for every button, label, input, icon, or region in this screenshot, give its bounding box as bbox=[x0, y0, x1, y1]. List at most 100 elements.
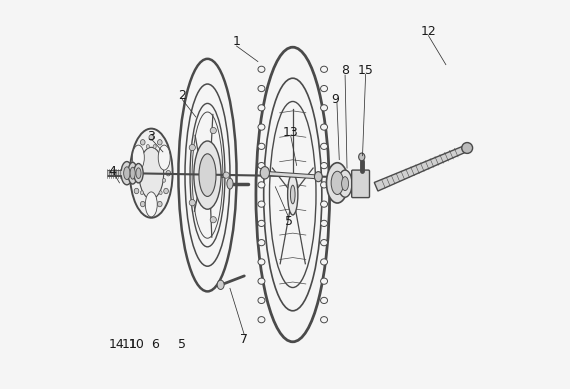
Text: 2: 2 bbox=[178, 89, 186, 102]
Ellipse shape bbox=[258, 220, 265, 226]
Ellipse shape bbox=[164, 188, 168, 194]
Ellipse shape bbox=[158, 145, 170, 170]
Ellipse shape bbox=[140, 152, 144, 156]
Ellipse shape bbox=[134, 152, 139, 158]
Ellipse shape bbox=[149, 206, 153, 212]
Ellipse shape bbox=[162, 179, 166, 182]
Ellipse shape bbox=[258, 278, 265, 284]
Ellipse shape bbox=[134, 188, 139, 194]
Ellipse shape bbox=[320, 163, 328, 169]
Ellipse shape bbox=[159, 191, 162, 194]
Ellipse shape bbox=[258, 201, 265, 207]
Ellipse shape bbox=[260, 166, 270, 179]
Ellipse shape bbox=[162, 164, 166, 168]
Ellipse shape bbox=[157, 140, 162, 145]
Ellipse shape bbox=[320, 105, 328, 111]
Text: 6: 6 bbox=[151, 338, 159, 351]
Text: 5: 5 bbox=[285, 215, 293, 228]
Ellipse shape bbox=[359, 153, 365, 161]
Ellipse shape bbox=[331, 171, 344, 194]
Ellipse shape bbox=[258, 259, 265, 265]
Ellipse shape bbox=[146, 198, 149, 202]
Ellipse shape bbox=[132, 145, 144, 170]
Ellipse shape bbox=[320, 259, 328, 265]
Ellipse shape bbox=[136, 168, 141, 179]
Ellipse shape bbox=[153, 198, 156, 202]
Ellipse shape bbox=[258, 143, 265, 149]
Circle shape bbox=[189, 144, 196, 151]
Ellipse shape bbox=[130, 129, 173, 218]
Ellipse shape bbox=[164, 152, 168, 158]
Text: 15: 15 bbox=[358, 64, 373, 77]
Polygon shape bbox=[374, 145, 469, 191]
Ellipse shape bbox=[320, 240, 328, 246]
Ellipse shape bbox=[153, 145, 156, 149]
Circle shape bbox=[210, 128, 217, 133]
Text: 4: 4 bbox=[108, 165, 116, 178]
Ellipse shape bbox=[341, 177, 349, 191]
Ellipse shape bbox=[291, 185, 295, 204]
Ellipse shape bbox=[258, 297, 265, 303]
Ellipse shape bbox=[137, 164, 140, 168]
Ellipse shape bbox=[288, 174, 298, 215]
Circle shape bbox=[189, 200, 196, 206]
Ellipse shape bbox=[128, 162, 137, 184]
Ellipse shape bbox=[140, 202, 145, 207]
Ellipse shape bbox=[258, 66, 265, 72]
Ellipse shape bbox=[338, 170, 352, 197]
Text: 3: 3 bbox=[147, 130, 155, 143]
Text: 11: 11 bbox=[121, 338, 137, 351]
Text: 13: 13 bbox=[283, 126, 299, 139]
Circle shape bbox=[223, 172, 229, 178]
Ellipse shape bbox=[134, 163, 143, 183]
Text: 7: 7 bbox=[241, 333, 249, 346]
Ellipse shape bbox=[258, 105, 265, 111]
Ellipse shape bbox=[320, 143, 328, 149]
Ellipse shape bbox=[124, 167, 130, 180]
Text: 5: 5 bbox=[178, 338, 186, 351]
Ellipse shape bbox=[320, 66, 328, 72]
Ellipse shape bbox=[327, 163, 348, 203]
Circle shape bbox=[462, 142, 473, 153]
Ellipse shape bbox=[258, 182, 265, 188]
Circle shape bbox=[210, 217, 217, 223]
Ellipse shape bbox=[315, 172, 322, 182]
Ellipse shape bbox=[258, 240, 265, 246]
Ellipse shape bbox=[258, 163, 265, 169]
Ellipse shape bbox=[145, 192, 157, 217]
Ellipse shape bbox=[320, 278, 328, 284]
Text: 10: 10 bbox=[129, 338, 145, 351]
Text: 14: 14 bbox=[108, 338, 124, 351]
Ellipse shape bbox=[320, 86, 328, 92]
Ellipse shape bbox=[178, 59, 237, 291]
Ellipse shape bbox=[121, 161, 133, 185]
Ellipse shape bbox=[149, 135, 153, 140]
Ellipse shape bbox=[137, 179, 140, 182]
Ellipse shape bbox=[146, 145, 149, 149]
Ellipse shape bbox=[320, 220, 328, 226]
Ellipse shape bbox=[132, 170, 137, 176]
FancyBboxPatch shape bbox=[352, 170, 369, 198]
Text: 12: 12 bbox=[421, 25, 436, 38]
Ellipse shape bbox=[140, 140, 145, 145]
Ellipse shape bbox=[258, 317, 265, 323]
Ellipse shape bbox=[159, 152, 162, 156]
Ellipse shape bbox=[320, 317, 328, 323]
Ellipse shape bbox=[227, 178, 233, 189]
Ellipse shape bbox=[320, 297, 328, 303]
Ellipse shape bbox=[140, 191, 144, 194]
Ellipse shape bbox=[320, 124, 328, 130]
Ellipse shape bbox=[157, 202, 162, 207]
Ellipse shape bbox=[320, 201, 328, 207]
Ellipse shape bbox=[258, 124, 265, 130]
Ellipse shape bbox=[199, 154, 216, 196]
Ellipse shape bbox=[139, 147, 164, 199]
Text: 9: 9 bbox=[331, 93, 339, 106]
Ellipse shape bbox=[130, 167, 135, 179]
Ellipse shape bbox=[258, 86, 265, 92]
Ellipse shape bbox=[217, 280, 224, 289]
Ellipse shape bbox=[320, 182, 328, 188]
Ellipse shape bbox=[194, 141, 221, 209]
Text: 1: 1 bbox=[233, 35, 241, 48]
Ellipse shape bbox=[256, 47, 329, 342]
